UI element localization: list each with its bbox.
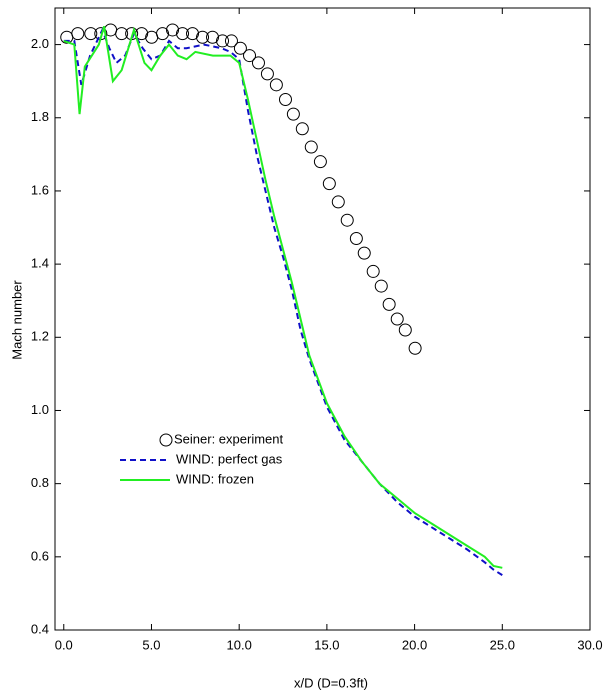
data-point bbox=[357, 246, 371, 260]
data-point bbox=[176, 27, 190, 41]
y-tick-label: 0.6 bbox=[31, 548, 49, 563]
data-point bbox=[145, 30, 159, 44]
data-point bbox=[216, 34, 230, 48]
data-point bbox=[313, 155, 327, 169]
data-point bbox=[331, 195, 345, 209]
y-tick-label: 2.0 bbox=[31, 36, 49, 51]
y-tick-label: 1.4 bbox=[31, 256, 49, 271]
data-point bbox=[196, 30, 210, 44]
x-tick-label: 5.0 bbox=[142, 637, 160, 652]
data-point bbox=[104, 23, 118, 37]
data-point bbox=[71, 27, 85, 41]
data-point bbox=[269, 78, 283, 92]
data-point bbox=[233, 41, 247, 55]
y-tick-label: 1.6 bbox=[31, 182, 49, 197]
data-point bbox=[166, 23, 180, 37]
data-point bbox=[390, 312, 404, 326]
data-point bbox=[408, 341, 422, 355]
x-axis-label: x/D (D=0.3ft) bbox=[294, 675, 368, 690]
data-point bbox=[115, 27, 129, 41]
x-tick-label: 15.0 bbox=[314, 637, 339, 652]
y-axis-label: Mach number bbox=[9, 280, 24, 360]
data-point bbox=[224, 34, 238, 48]
data-point bbox=[251, 56, 265, 70]
legend-label: WIND: frozen bbox=[176, 471, 254, 486]
data-point bbox=[278, 92, 292, 106]
y-tick-label: 1.2 bbox=[31, 329, 49, 344]
y-tick-label: 0.4 bbox=[31, 621, 49, 636]
y-tick-label: 1.0 bbox=[31, 402, 49, 417]
data-point bbox=[295, 122, 309, 136]
data-point bbox=[156, 27, 170, 41]
x-tick-label: 20.0 bbox=[402, 637, 427, 652]
legend-marker bbox=[159, 433, 173, 447]
y-tick-label: 1.8 bbox=[31, 109, 49, 124]
x-tick-label: 25.0 bbox=[490, 637, 515, 652]
data-point bbox=[206, 30, 220, 44]
data-point bbox=[243, 49, 257, 63]
data-point bbox=[84, 27, 98, 41]
data-point bbox=[322, 177, 336, 191]
data-point bbox=[374, 279, 388, 293]
x-tick-label: 30.0 bbox=[577, 637, 602, 652]
data-point bbox=[304, 140, 318, 154]
y-tick-label: 0.8 bbox=[31, 475, 49, 490]
x-tick-label: 10.0 bbox=[227, 637, 252, 652]
data-point bbox=[340, 213, 354, 227]
legend-label: WIND: perfect gas bbox=[176, 451, 283, 466]
data-point bbox=[286, 107, 300, 121]
data-point bbox=[260, 67, 274, 81]
data-line bbox=[63, 26, 503, 569]
plot-frame bbox=[54, 7, 591, 631]
data-point bbox=[349, 232, 363, 246]
data-line bbox=[63, 27, 503, 576]
legend-label: Seiner: experiment bbox=[174, 431, 283, 446]
x-tick-label: 0.0 bbox=[55, 637, 73, 652]
data-point bbox=[382, 297, 396, 311]
data-point bbox=[186, 27, 200, 41]
data-point bbox=[366, 264, 380, 278]
data-point bbox=[398, 323, 412, 337]
